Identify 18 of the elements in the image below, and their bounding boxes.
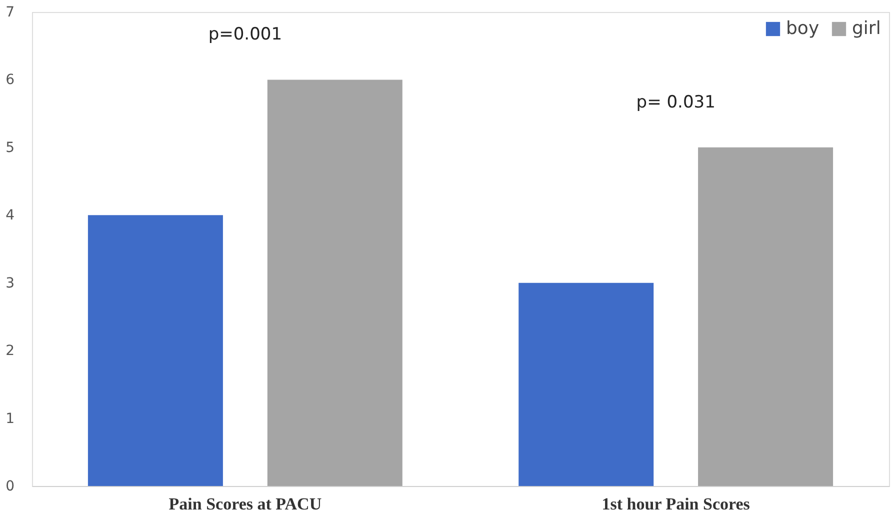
y-tick-label: 7 bbox=[6, 4, 14, 20]
y-tick-label: 3 bbox=[6, 275, 14, 292]
bar bbox=[698, 147, 834, 486]
y-tick-label: 5 bbox=[6, 140, 14, 156]
y-tick-label: 4 bbox=[6, 208, 15, 224]
y-tick-label: 1 bbox=[6, 410, 14, 427]
y-tick-label: 2 bbox=[6, 343, 14, 360]
y-tick-label: 6 bbox=[6, 72, 15, 88]
x-tick-label: Pain Scores at PACU bbox=[168, 494, 322, 514]
bar bbox=[267, 80, 402, 486]
bar bbox=[518, 282, 654, 486]
bar bbox=[88, 215, 223, 486]
y-tick-label: 0 bbox=[6, 478, 14, 494]
x-tick-label: 1st hour Pain Scores bbox=[602, 494, 750, 514]
legend-label: boy bbox=[786, 18, 820, 39]
annotation: p= 0.031 bbox=[636, 92, 716, 112]
legend-label: girl bbox=[852, 18, 881, 39]
annotation: p=0.001 bbox=[208, 24, 282, 45]
